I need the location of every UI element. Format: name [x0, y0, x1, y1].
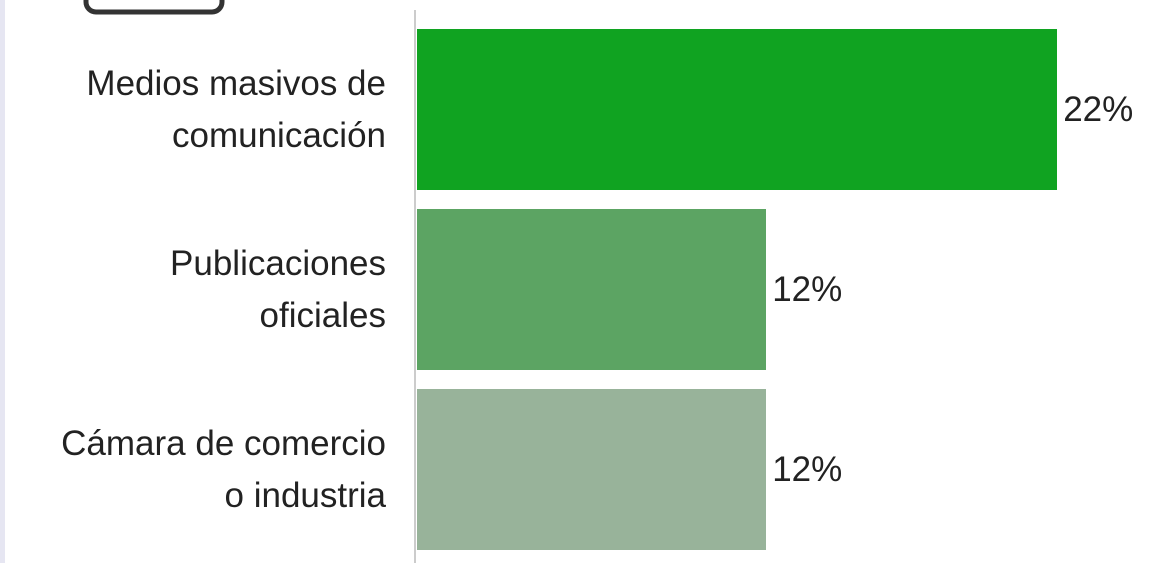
icon	[83, 0, 225, 15]
bar	[417, 29, 1058, 190]
value-label: 22%	[1063, 89, 1134, 129]
category-label: Medios masivos de comunicación	[86, 63, 386, 155]
bar	[417, 389, 767, 550]
category-label: Publicaciones oficiales	[170, 243, 386, 335]
value-label: 12%	[772, 449, 843, 489]
value-label: 12%	[772, 269, 843, 309]
left-border	[0, 0, 5, 563]
bar	[417, 209, 767, 370]
category-label: Cámara de comercio o industria	[61, 423, 386, 515]
